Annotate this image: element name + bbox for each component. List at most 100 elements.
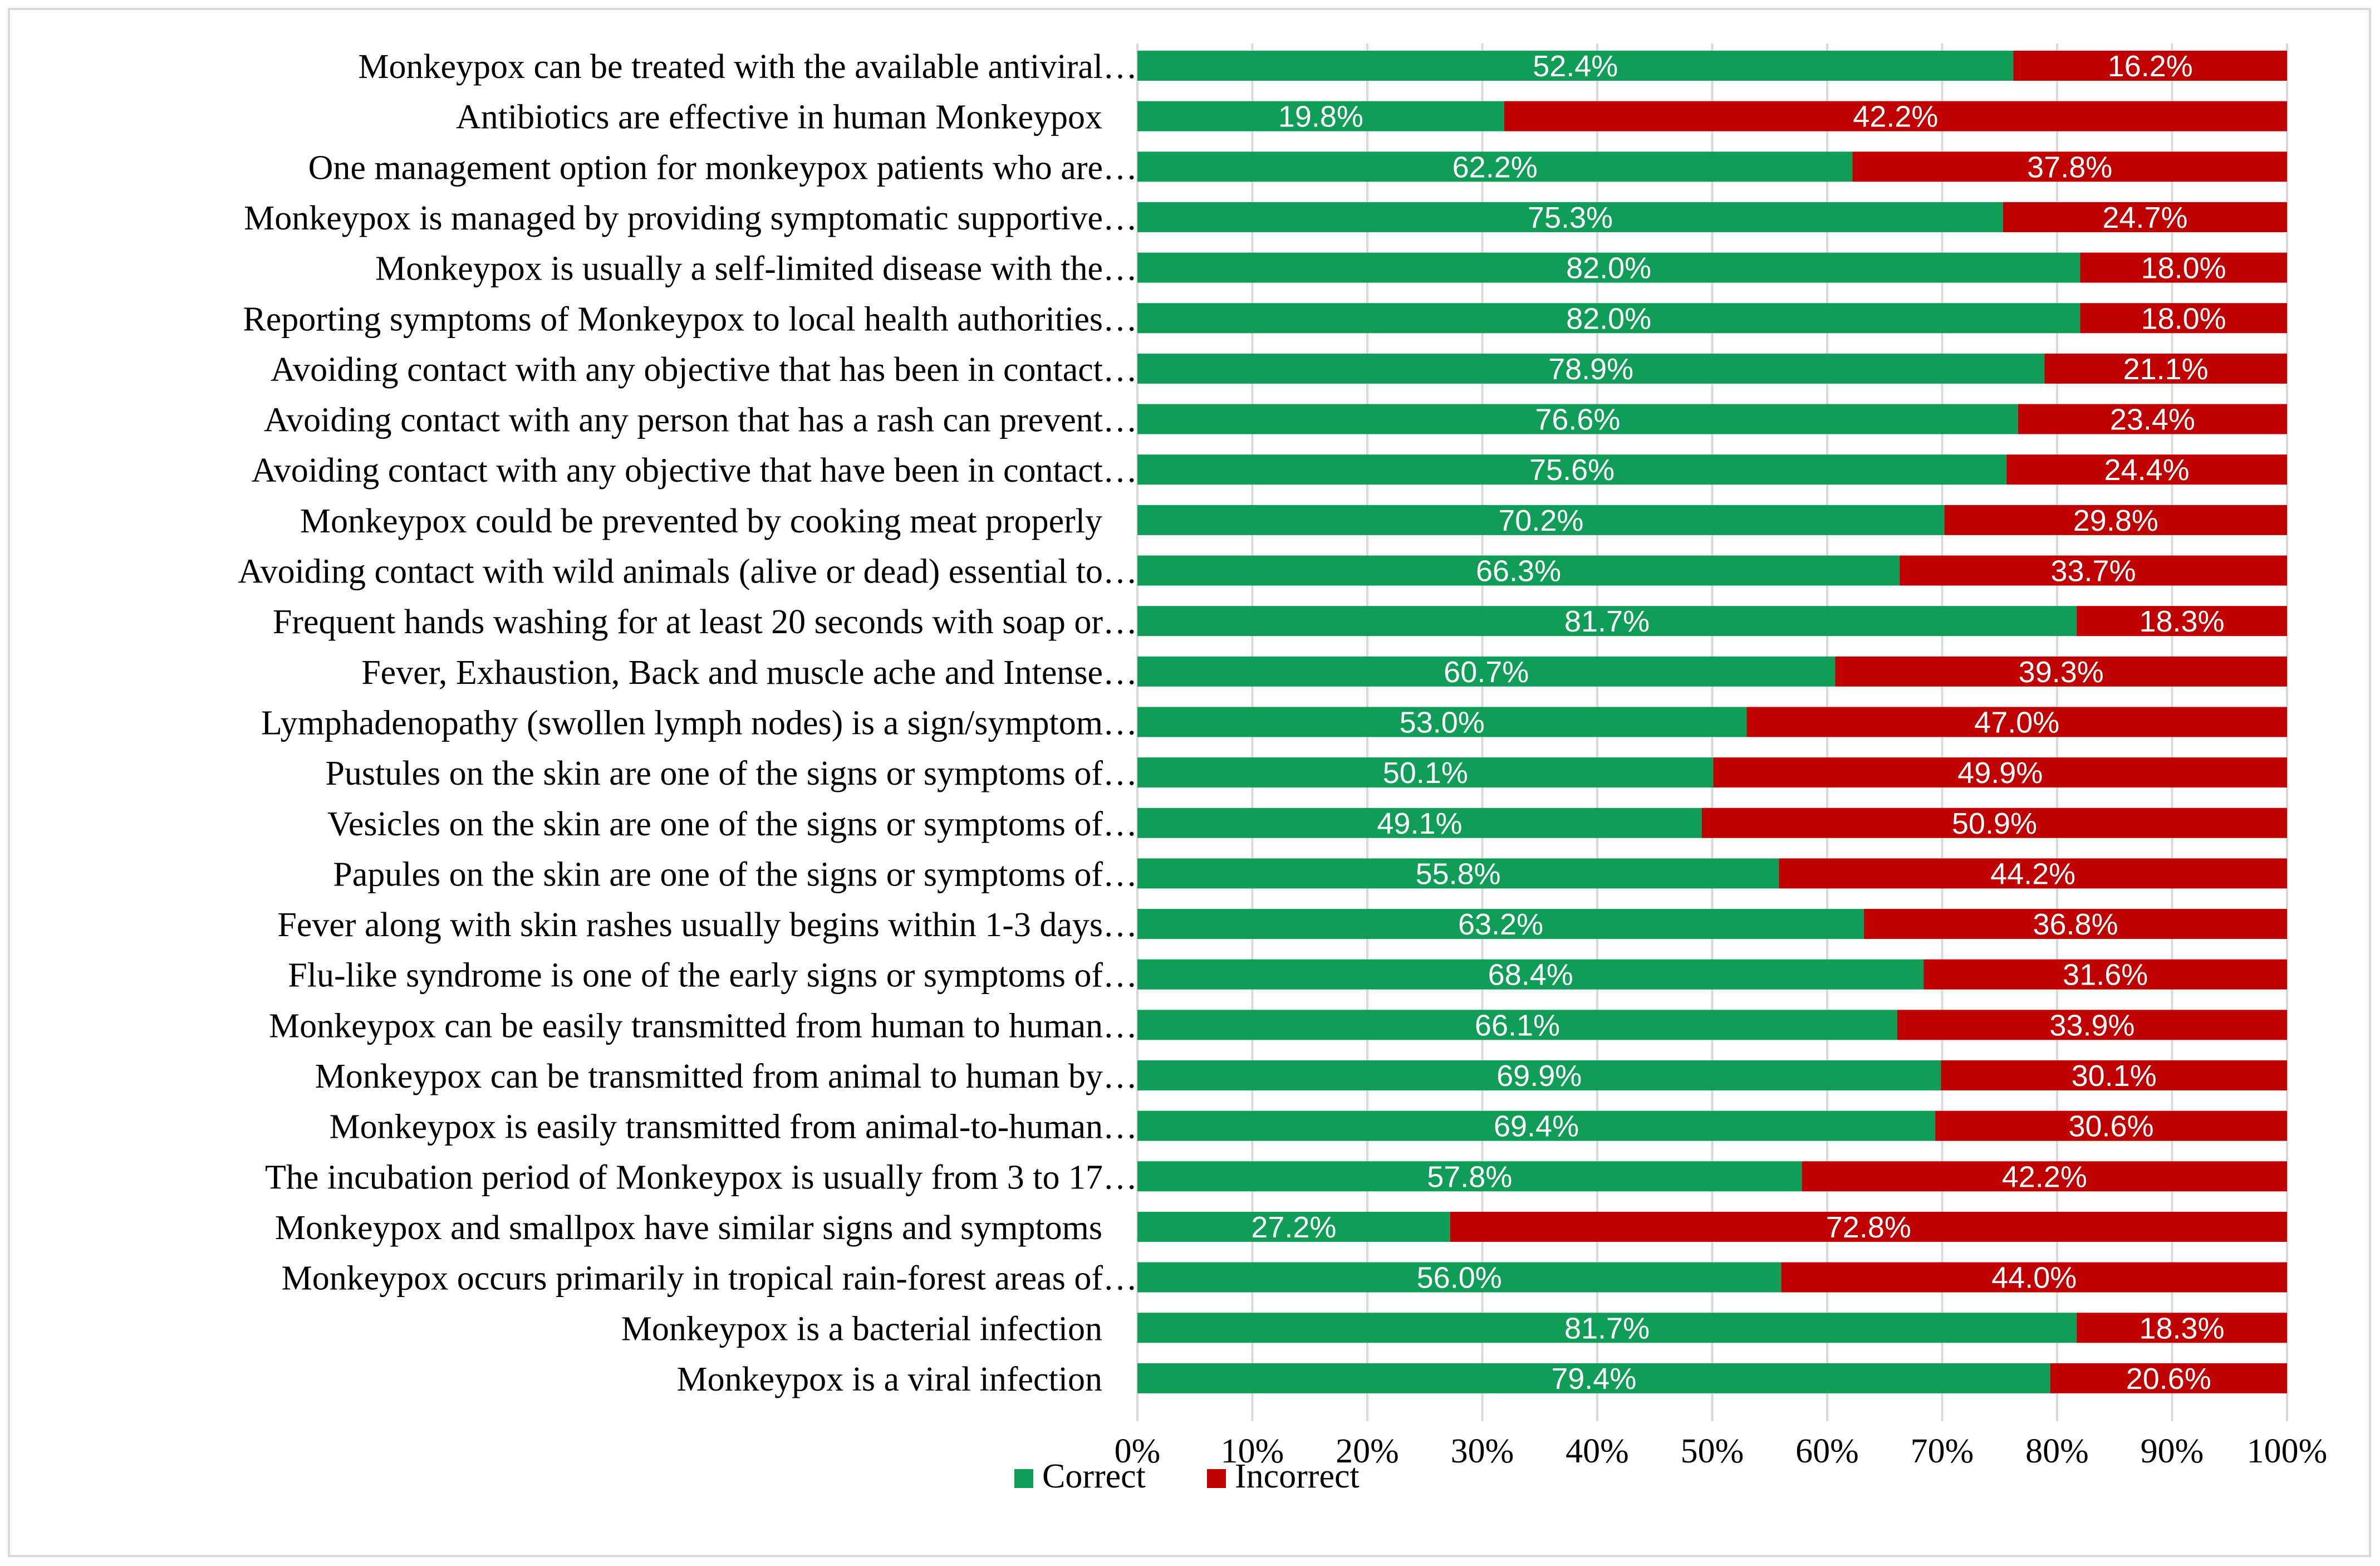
bar-correct [1137, 252, 2080, 283]
bar-correct [1137, 1211, 1450, 1242]
data-label-incorrect: 24.7% [2102, 201, 2187, 234]
bar-incorrect [1450, 1211, 2287, 1242]
data-label-incorrect: 33.7% [2050, 555, 2136, 588]
x-tick-label: 40% [1566, 1432, 1629, 1470]
data-label-incorrect: 44.2% [1990, 857, 2075, 890]
category-label: The incubation period of Monkeypox is us… [265, 1158, 1137, 1196]
data-label-incorrect: 39.3% [2019, 655, 2104, 689]
category-label: Monkeypox is usually a self-limited dise… [375, 250, 1137, 288]
data-label-correct: 27.2% [1251, 1211, 1336, 1244]
data-label-incorrect: 37.8% [2027, 150, 2112, 184]
data-label-correct: 81.7% [1564, 1311, 1650, 1345]
category-label: Monkeypox can be easily transmitted from… [269, 1007, 1137, 1045]
bar-correct [1137, 151, 1853, 182]
x-axis-ticks: 0% 10% 20% 30% 40% 50% 60% 70% 80% 90% 100% [1115, 1432, 2328, 1470]
data-label-correct: 75.6% [1529, 453, 1615, 487]
category-label: Monkeypox is managed by providing sympto… [244, 199, 1137, 237]
x-tick-label: 10% [1221, 1432, 1284, 1470]
data-label-correct: 75.3% [1528, 201, 1613, 234]
category-label: Reporting symptoms of Monkeypox to local… [243, 300, 1137, 338]
data-label-correct: 66.3% [1476, 555, 1561, 588]
data-label-incorrect: 18.3% [2139, 1311, 2224, 1345]
x-tick-label: 20% [1336, 1432, 1399, 1470]
x-tick-label: 60% [1795, 1432, 1859, 1470]
bar-correct [1137, 1161, 1802, 1192]
category-label: Flu-like syndrome is one of the early si… [288, 957, 1137, 995]
category-label: Monkeypox could be prevented by cooking … [300, 502, 1102, 540]
legend-label-correct: Correct [1042, 1457, 1146, 1495]
legend-swatch-incorrect [1207, 1469, 1226, 1488]
category-label: Pustules on the skin are one of the sign… [325, 755, 1137, 792]
bar-correct [1137, 202, 2003, 232]
data-label-incorrect: 30.6% [2068, 1110, 2153, 1143]
bar-correct [1137, 1110, 1936, 1141]
bar-incorrect [1900, 555, 2287, 586]
data-label-correct: 52.4% [1533, 50, 1618, 83]
data-label-correct: 82.0% [1566, 302, 1651, 335]
data-label-correct: 68.4% [1488, 958, 1573, 992]
data-label-correct: 78.9% [1548, 353, 1633, 386]
legend: Correct Incorrect [1014, 1457, 1360, 1495]
data-label-correct: 49.1% [1377, 807, 1462, 840]
bar-incorrect [1835, 656, 2287, 687]
data-label-incorrect: 72.8% [1826, 1211, 1911, 1244]
bar-incorrect [1852, 151, 2287, 182]
bar-incorrect [2077, 1313, 2287, 1343]
data-label-incorrect: 21.1% [2123, 353, 2209, 386]
category-label: Lymphadenopathy (swollen lymph nodes) is… [261, 704, 1137, 742]
bar-incorrect [1941, 1060, 2287, 1090]
legend-swatch-correct [1014, 1469, 1033, 1488]
bar-correct [1137, 505, 1945, 535]
bar-correct [1137, 1313, 2077, 1343]
x-tick-label: 90% [2141, 1432, 2204, 1470]
data-label-correct: 70.2% [1498, 504, 1583, 537]
data-label-incorrect: 42.2% [1853, 100, 1938, 134]
x-tick-label: 50% [1681, 1432, 1744, 1470]
bar-incorrect [1781, 1262, 2287, 1293]
bar-incorrect [1935, 1110, 2287, 1141]
data-label-correct: 81.7% [1564, 605, 1650, 638]
bar-correct [1137, 303, 2080, 334]
bar-incorrect [1897, 1010, 2287, 1040]
category-label: Monkeypox can be treated with the availa… [358, 48, 1137, 86]
bar-correct [1137, 1262, 1782, 1293]
bar-incorrect [2044, 353, 2287, 384]
category-label: Antibiotics are effective in human Monke… [456, 99, 1102, 136]
bar-correct [1137, 656, 1836, 687]
bar-incorrect [1779, 858, 2287, 889]
category-labels: Monkeypox can be treated with the availa… [238, 48, 1137, 1398]
category-label: Avoiding contact with any objective that… [252, 452, 1137, 490]
data-label-incorrect: 31.6% [2063, 958, 2148, 992]
category-label: Frequent hands washing for at least 20 s… [273, 603, 1137, 641]
category-label: Monkeypox is a viral infection [677, 1361, 1103, 1398]
data-label-correct: 63.2% [1458, 908, 1543, 941]
data-label-incorrect: 23.4% [2110, 403, 2195, 437]
data-label-correct: 66.1% [1475, 1009, 1560, 1042]
x-tick-label: 80% [2025, 1432, 2089, 1470]
data-label-incorrect: 29.8% [2073, 504, 2158, 537]
bar-incorrect [2050, 1363, 2287, 1393]
category-label: Monkeypox is a bacterial infection [621, 1310, 1102, 1348]
data-label-incorrect: 18.0% [2141, 302, 2226, 335]
data-label-correct: 57.8% [1427, 1160, 1512, 1193]
category-label: Vesicles on the skin are one of the sign… [327, 805, 1137, 843]
bar-correct [1137, 353, 2045, 384]
data-label-incorrect: 30.1% [2072, 1059, 2157, 1093]
legend-label-incorrect: Incorrect [1235, 1457, 1360, 1495]
bar-incorrect [1944, 505, 2287, 535]
data-label-correct: 69.4% [1494, 1110, 1579, 1143]
bar-incorrect [2006, 454, 2287, 485]
category-label: Monkeypox and smallpox have similar sign… [275, 1209, 1102, 1247]
bar-incorrect [2080, 252, 2287, 283]
data-label-incorrect: 44.0% [1991, 1261, 2077, 1295]
data-label-incorrect: 18.3% [2139, 605, 2224, 638]
data-label-correct: 50.1% [1383, 756, 1468, 790]
data-label-correct: 76.6% [1535, 403, 1620, 437]
data-label-correct: 82.0% [1566, 252, 1651, 285]
bar-correct [1137, 1060, 1941, 1090]
x-tick-label: 70% [1911, 1432, 1974, 1470]
data-label-correct: 55.8% [1416, 857, 1501, 890]
data-label-incorrect: 18.0% [2141, 252, 2226, 285]
bar-correct [1137, 555, 1900, 586]
